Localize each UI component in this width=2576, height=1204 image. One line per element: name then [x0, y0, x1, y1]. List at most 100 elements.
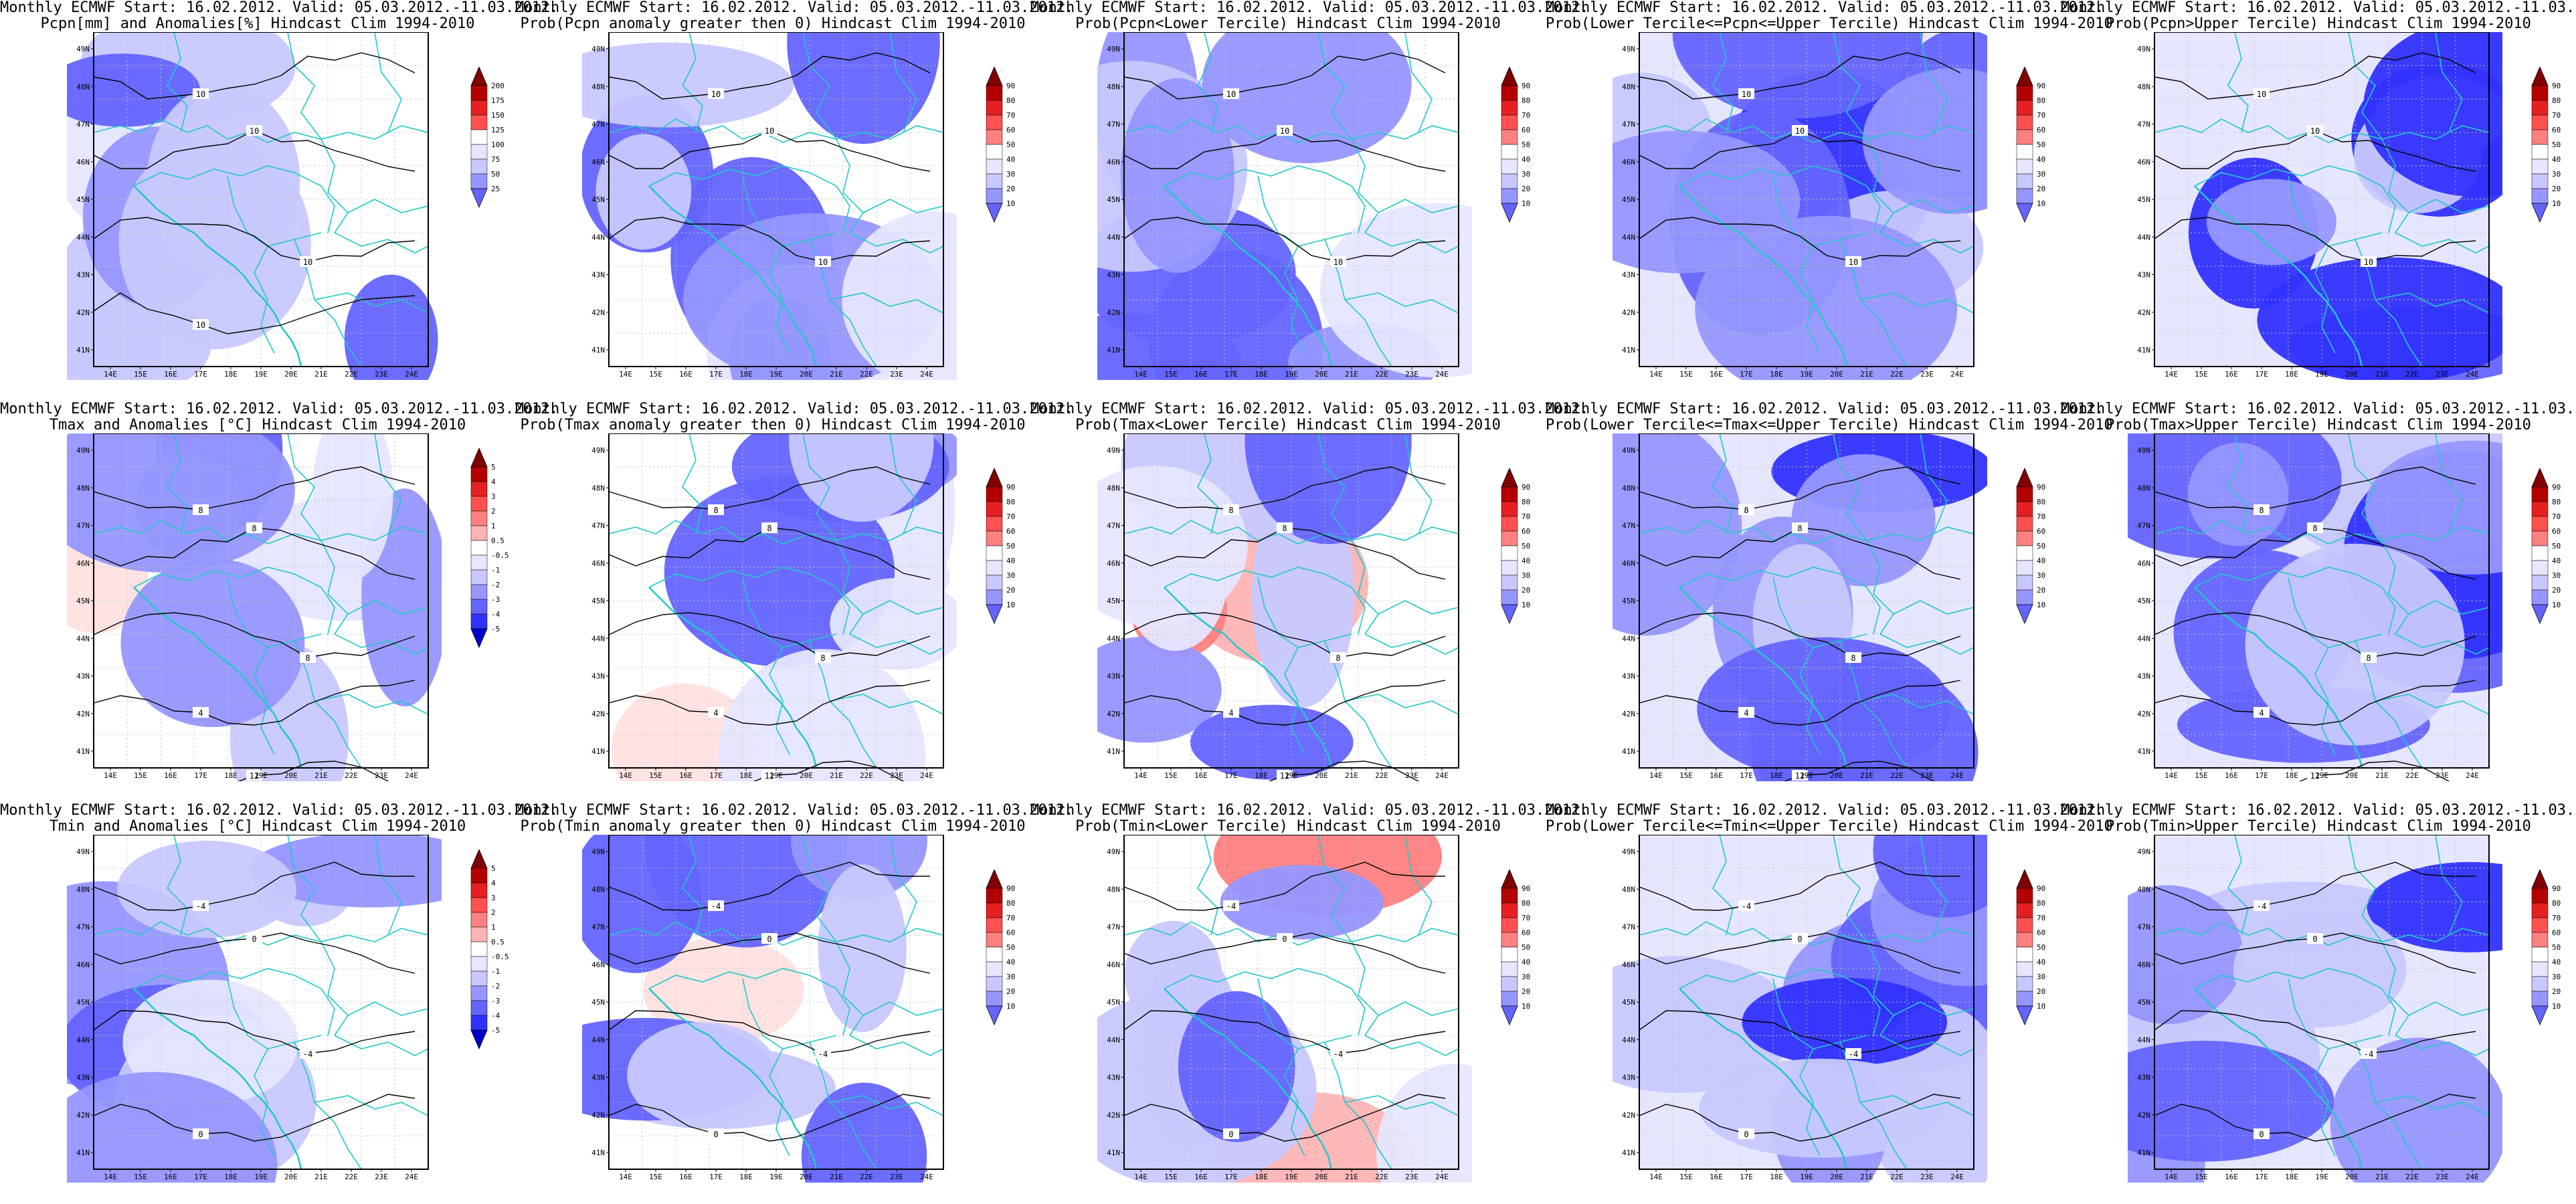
- color-scale-segment: [1501, 946, 1518, 963]
- color-scale-label: 70: [2037, 512, 2045, 521]
- color-scale-label: 10: [1522, 199, 1530, 208]
- color-scale-segment: [1501, 173, 1518, 189]
- contour-label: 8: [820, 654, 825, 663]
- color-scale-label: 40: [2037, 155, 2045, 164]
- color-scale-label: 80: [1522, 96, 1530, 105]
- longitude-tick-label: 23E: [375, 771, 388, 780]
- color-scale-segment: [986, 991, 1003, 1007]
- shaded-field-region: [582, 42, 794, 128]
- longitude-tick-label: 18E: [2285, 1173, 2298, 1181]
- contour-line: [2154, 1094, 2476, 1142]
- longitude-tick-label: 21E: [830, 1173, 843, 1181]
- latitude-tick-label: 45N: [591, 597, 605, 605]
- contour-label: 0: [767, 934, 771, 944]
- longitude-tick-label: 19E: [254, 1173, 268, 1181]
- color-scale-bar: 90 80 70 60 50 40 30 20 10: [2531, 870, 2561, 1026]
- contour-label-box: [708, 707, 724, 718]
- color-scale-segment: [986, 516, 1003, 532]
- color-scale-arrow-top: [2016, 468, 2033, 488]
- color-scale-bar: 5 4 3 2 1 0.5 -0.5 -1 -2 -3 -4 -5: [470, 849, 509, 1050]
- coastline: [648, 185, 818, 367]
- shaded-field-region: [1190, 704, 1354, 780]
- color-scale-segment: [2531, 917, 2549, 933]
- color-scale-label: 90: [2037, 483, 2045, 492]
- color-scale-label: 60: [2037, 126, 2045, 134]
- contour-line: [1639, 1010, 1961, 1054]
- contour-label: 10: [765, 126, 774, 136]
- longitude-tick-label: 14E: [1649, 1173, 1663, 1181]
- contour-label-box: [246, 770, 262, 781]
- country-border: [374, 835, 402, 936]
- contour-label-box: [1738, 900, 1754, 911]
- panel-title-line1: Monthly ECMWF Start: 16.02.2012. Valid: …: [0, 802, 559, 819]
- contour-line: [2154, 466, 2476, 510]
- contour-label: -4: [711, 902, 721, 911]
- shaded-field-region: [1699, 1058, 1945, 1158]
- latitude-tick-label: 43N: [591, 672, 605, 681]
- contour-label: 10: [1849, 258, 1858, 267]
- country-border: [347, 199, 429, 213]
- country-border: [862, 1001, 944, 1016]
- longitude-tick-label: 14E: [104, 1173, 117, 1181]
- latitude-tick-label: 47N: [1622, 522, 1635, 530]
- color-scale-label: 80: [2552, 899, 2561, 908]
- contour-label-box: [1738, 707, 1754, 718]
- longitude-tick-label: 22E: [860, 1173, 873, 1181]
- latitude-tick-label: 47N: [76, 120, 90, 129]
- latitude-tick-label: 47N: [1622, 923, 1635, 932]
- longitude-tick-label: 16E: [2225, 370, 2238, 379]
- longitude-tick-label: 20E: [800, 771, 813, 780]
- country-border: [1712, 835, 1734, 936]
- longitude-tick-label: 21E: [314, 771, 328, 780]
- longitude-tick-label: 16E: [1710, 370, 1723, 379]
- latitude-tick-label: 43N: [1622, 271, 1635, 280]
- longitude-tick-label: 15E: [649, 771, 662, 780]
- color-scale-segment: [470, 481, 488, 497]
- latitude-tick-label: 41N: [76, 747, 90, 756]
- longitude-tick-label: 22E: [345, 1173, 358, 1181]
- contour-label: 8: [198, 506, 203, 515]
- contour-line: [1123, 862, 1445, 911]
- color-scale-label: 10: [2037, 601, 2045, 609]
- panel-title-line1: Monthly ECMWF Start: 16.02.2012. Valid: …: [2061, 401, 2576, 417]
- coastline: [1164, 587, 1333, 769]
- color-scale-segment: [1501, 486, 1518, 502]
- latitude-tick-label: 42N: [76, 1111, 90, 1120]
- color-scale-label: -3: [491, 997, 500, 1005]
- country-border: [648, 968, 850, 1036]
- color-scale-label: 40: [2552, 958, 2561, 967]
- contour-line: [93, 292, 416, 334]
- contour-line: [2154, 1010, 2476, 1054]
- longitude-tick-label: 18E: [1770, 370, 1783, 379]
- country-border: [314, 694, 429, 715]
- coastline: [2194, 988, 2363, 1170]
- country-border: [2154, 520, 2490, 544]
- shaded-field-region: [1245, 433, 1412, 544]
- latitude-tick-label: 42N: [76, 308, 90, 317]
- country-border: [1799, 245, 1821, 354]
- latitude-tick-label: 41N: [2137, 346, 2150, 355]
- color-scale-label: -0.5: [491, 952, 509, 961]
- color-scale-segment: [2016, 589, 2033, 605]
- country-border: [2227, 32, 2249, 133]
- color-scale-segment: [1501, 144, 1518, 160]
- contour-label-box: [2361, 1048, 2377, 1059]
- color-scale-segment: [470, 100, 488, 116]
- longitude-tick-label: 24E: [2466, 1173, 2479, 1181]
- country-border: [2435, 32, 2463, 133]
- color-scale-label: 2: [491, 908, 496, 917]
- longitude-tick-label: 17E: [1740, 1173, 1753, 1181]
- latitude-tick-label: 44N: [76, 233, 90, 241]
- shaded-field-region: [2187, 442, 2289, 546]
- latitude-tick-label: 48N: [591, 885, 605, 894]
- longitude-tick-label: 20E: [2345, 370, 2359, 379]
- color-scale-segment: [2531, 946, 2549, 963]
- color-scale-arrow-bottom: [2016, 1005, 2033, 1026]
- color-scale-label: 50: [1522, 943, 1530, 952]
- country-border: [1257, 175, 1352, 247]
- color-scale-segment: [1501, 100, 1518, 116]
- latitude-tick-label: 41N: [2137, 1148, 2150, 1157]
- contour-label: 10: [1226, 90, 1236, 99]
- longitude-tick-label: 16E: [1710, 771, 1723, 780]
- longitude-tick-label: 14E: [2165, 771, 2178, 780]
